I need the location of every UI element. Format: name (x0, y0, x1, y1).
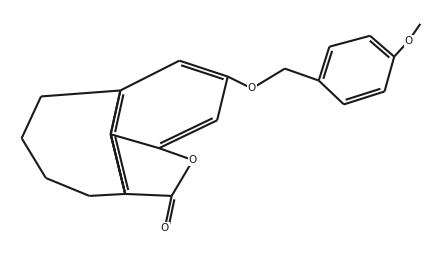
Text: O: O (161, 223, 169, 233)
Text: O: O (248, 84, 256, 93)
Text: O: O (189, 155, 197, 165)
Text: O: O (404, 36, 413, 46)
